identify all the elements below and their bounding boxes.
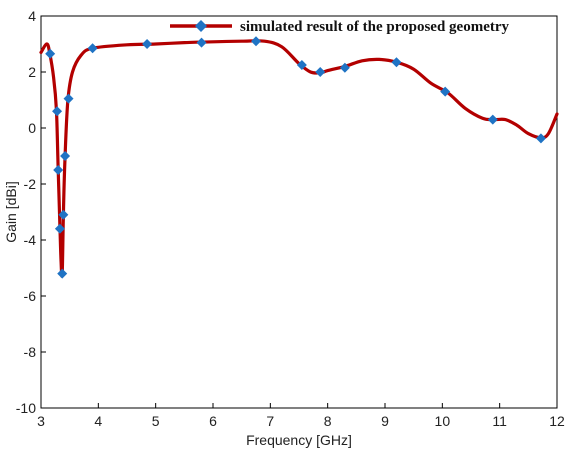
data-point-marker: [196, 37, 207, 48]
data-point-marker: [52, 106, 63, 117]
data-point-marker: [60, 151, 71, 161]
x-tick-label: 5: [152, 413, 160, 429]
data-point-marker: [45, 48, 56, 59]
x-tick-label: 12: [549, 413, 565, 429]
series-layer: [39, 39, 559, 278]
legend: simulated result of the proposed geometr…: [170, 19, 510, 35]
x-tick-label: 8: [324, 413, 332, 429]
data-point-marker: [53, 165, 64, 175]
data-point-marker: [58, 209, 69, 220]
y-axis-label: Gain [dBi]: [3, 181, 19, 242]
data-point-marker: [63, 93, 74, 104]
y-tick-label: 0: [28, 120, 36, 136]
legend-marker: [195, 20, 207, 32]
data-point-marker: [251, 36, 261, 47]
y-tick-label: -4: [24, 232, 37, 248]
data-point-marker: [54, 223, 65, 234]
y-tick-label: 4: [28, 8, 36, 24]
legend-label: simulated result of the proposed geometr…: [240, 19, 510, 35]
marker-layer: [45, 36, 546, 279]
y-tick-label: -2: [24, 176, 37, 192]
x-tick-label: 9: [381, 413, 389, 429]
y-tick-label: -8: [24, 344, 37, 360]
data-point-marker: [391, 57, 402, 68]
x-tick-label: 10: [435, 413, 451, 429]
x-tick-label: 6: [209, 413, 217, 429]
x-axis-label: Frequency [GHz]: [246, 432, 352, 448]
y-tick-label: 2: [28, 64, 36, 80]
data-point-marker: [315, 67, 326, 77]
data-point-marker: [535, 133, 546, 144]
x-tick-label: 11: [492, 413, 507, 429]
data-point-marker: [440, 86, 451, 97]
x-tick-label: 7: [266, 413, 274, 429]
x-axis-ticks: 3 4 5 6 7 8 9 10 11 12: [37, 403, 565, 429]
x-tick-label: 3: [37, 413, 45, 429]
data-point-marker: [57, 268, 68, 279]
data-point-marker: [296, 60, 307, 70]
data-point-marker: [87, 43, 98, 54]
series-line: [39, 39, 559, 278]
x-tick-label: 4: [94, 413, 102, 429]
data-point-marker: [142, 39, 153, 49]
data-point-marker: [487, 114, 498, 125]
plot-area: [40, 15, 558, 409]
y-tick-label: -6: [24, 288, 37, 304]
y-axis-ticks: 4 2 0 -2 -4 -6 -8 -10: [16, 8, 46, 416]
data-point-marker: [339, 62, 350, 73]
y-tick-label: -10: [16, 400, 36, 416]
